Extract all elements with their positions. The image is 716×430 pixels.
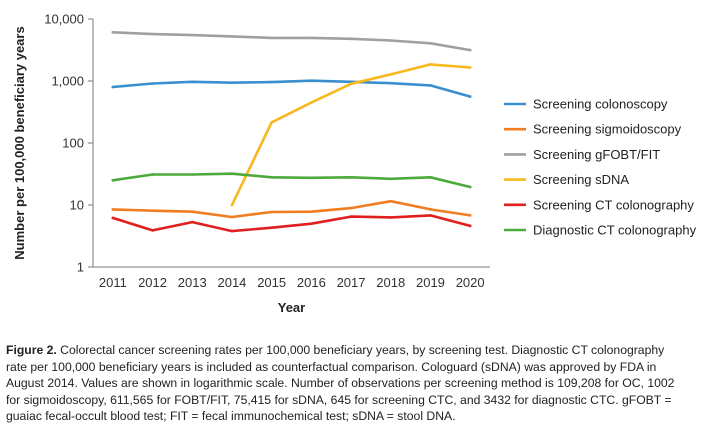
y-tick-label: 1 — [77, 260, 84, 275]
data-point — [310, 222, 313, 225]
caption-line: Colorectal cancer screening rates per 10… — [56, 343, 665, 357]
data-point — [190, 210, 194, 213]
data-point — [389, 177, 393, 181]
data-point — [389, 39, 393, 42]
data-point — [111, 179, 115, 182]
x-tick-label: 2011 — [99, 275, 127, 290]
caption-label: Figure 2. — [6, 343, 57, 357]
data-point — [468, 214, 472, 217]
data-point — [349, 37, 353, 41]
data-point — [270, 210, 273, 214]
x-tick-label: 2018 — [376, 275, 405, 290]
data-point — [111, 31, 115, 34]
legend: Screening colonoscopy Screening sigmoidos… — [504, 97, 697, 238]
data-point — [270, 80, 273, 84]
data-point — [389, 199, 393, 203]
data-point — [190, 80, 194, 84]
caption-line: for sigmoidoscopy, 611,565 for FOBT/FIT,… — [6, 392, 672, 407]
x-tick-label: 2016 — [297, 275, 326, 290]
data-point — [270, 175, 273, 179]
data-point — [310, 101, 313, 104]
data-point — [270, 36, 273, 40]
data-point — [468, 224, 472, 228]
legend-label: Diagnostic CT colonography — [533, 223, 697, 238]
data-point — [468, 66, 472, 69]
data-point — [389, 216, 393, 219]
data-point — [349, 206, 353, 210]
data-point — [389, 73, 393, 76]
data-point — [230, 35, 234, 38]
y-axis-title: Number per 100,000 beneficiary years — [12, 26, 27, 259]
data-point — [151, 209, 154, 212]
y-tick-label: 10 — [70, 198, 84, 213]
data-point — [190, 220, 194, 224]
data-point — [349, 175, 353, 179]
data-point — [270, 121, 273, 124]
data-point — [429, 214, 432, 217]
data-point — [230, 215, 234, 219]
data-point — [349, 82, 353, 86]
x-tick-label: 2019 — [416, 275, 445, 290]
legend-label: Screening sigmoidoscopy — [533, 122, 682, 137]
caption-line: rate per 100,000 beneficiary years is in… — [6, 359, 657, 374]
data-point — [429, 63, 432, 66]
data-point — [429, 208, 432, 211]
data-point — [111, 208, 115, 211]
legend-label: Screening sDNA — [533, 172, 629, 187]
x-tick-label: 2020 — [456, 275, 485, 290]
data-point — [429, 42, 432, 45]
caption-line: August 2014. Values are shown in logarit… — [6, 376, 675, 391]
data-point — [230, 229, 234, 233]
x-tick-label: 2017 — [337, 275, 366, 290]
data-point — [310, 176, 313, 180]
data-point — [190, 173, 194, 176]
series-line — [111, 199, 472, 219]
line-chart: 1 10 100 1,000 10,000 2011 2012 2013 2014 2015 201… — [12, 12, 697, 316]
legend-label: Screening gFOBT/FIT — [533, 147, 660, 162]
series-line — [111, 214, 472, 233]
x-tick-label: 2012 — [138, 275, 167, 290]
data-point — [151, 229, 154, 232]
y-tick-label: 100 — [62, 136, 84, 151]
data-point — [230, 203, 234, 207]
x-tick-label: 2014 — [217, 275, 246, 290]
y-tick-label: 10,000 — [44, 12, 84, 27]
figure-caption: Figure 2. Colorectal cancer screening ra… — [6, 342, 710, 425]
data-point — [111, 85, 115, 89]
data-point — [468, 185, 472, 189]
data-point — [429, 84, 432, 87]
data-point — [151, 82, 154, 85]
data-point — [389, 81, 393, 85]
series-line — [111, 172, 472, 189]
data-point — [468, 95, 472, 98]
data-point — [349, 215, 353, 218]
x-axis-title: Year — [278, 300, 305, 315]
axes: 1 10 100 1,000 10,000 2011 2012 2013 2014 2015 201… — [12, 12, 490, 315]
data-point — [151, 173, 154, 176]
data-point — [270, 226, 273, 230]
series-line — [111, 79, 472, 98]
data-point — [310, 36, 313, 40]
y-tick-label: 1,000 — [51, 74, 84, 89]
legend-label: Screening colonoscopy — [533, 97, 668, 112]
series-line — [111, 30, 472, 52]
data-point — [310, 79, 313, 83]
data-point — [190, 33, 194, 37]
data-point — [111, 216, 115, 220]
data-point — [310, 210, 313, 213]
data-point — [230, 172, 234, 175]
x-tick-label: 2013 — [178, 275, 207, 290]
data-point — [151, 32, 154, 36]
data-point — [468, 48, 472, 52]
x-tick-label: 2015 — [257, 275, 286, 290]
caption-line: guaiac fecal-occult blood test; FIT = fe… — [6, 409, 456, 424]
legend-label: Screening CT colonography — [533, 197, 694, 212]
data-point — [429, 175, 432, 179]
data-point — [230, 81, 234, 84]
series-lines — [111, 30, 472, 233]
